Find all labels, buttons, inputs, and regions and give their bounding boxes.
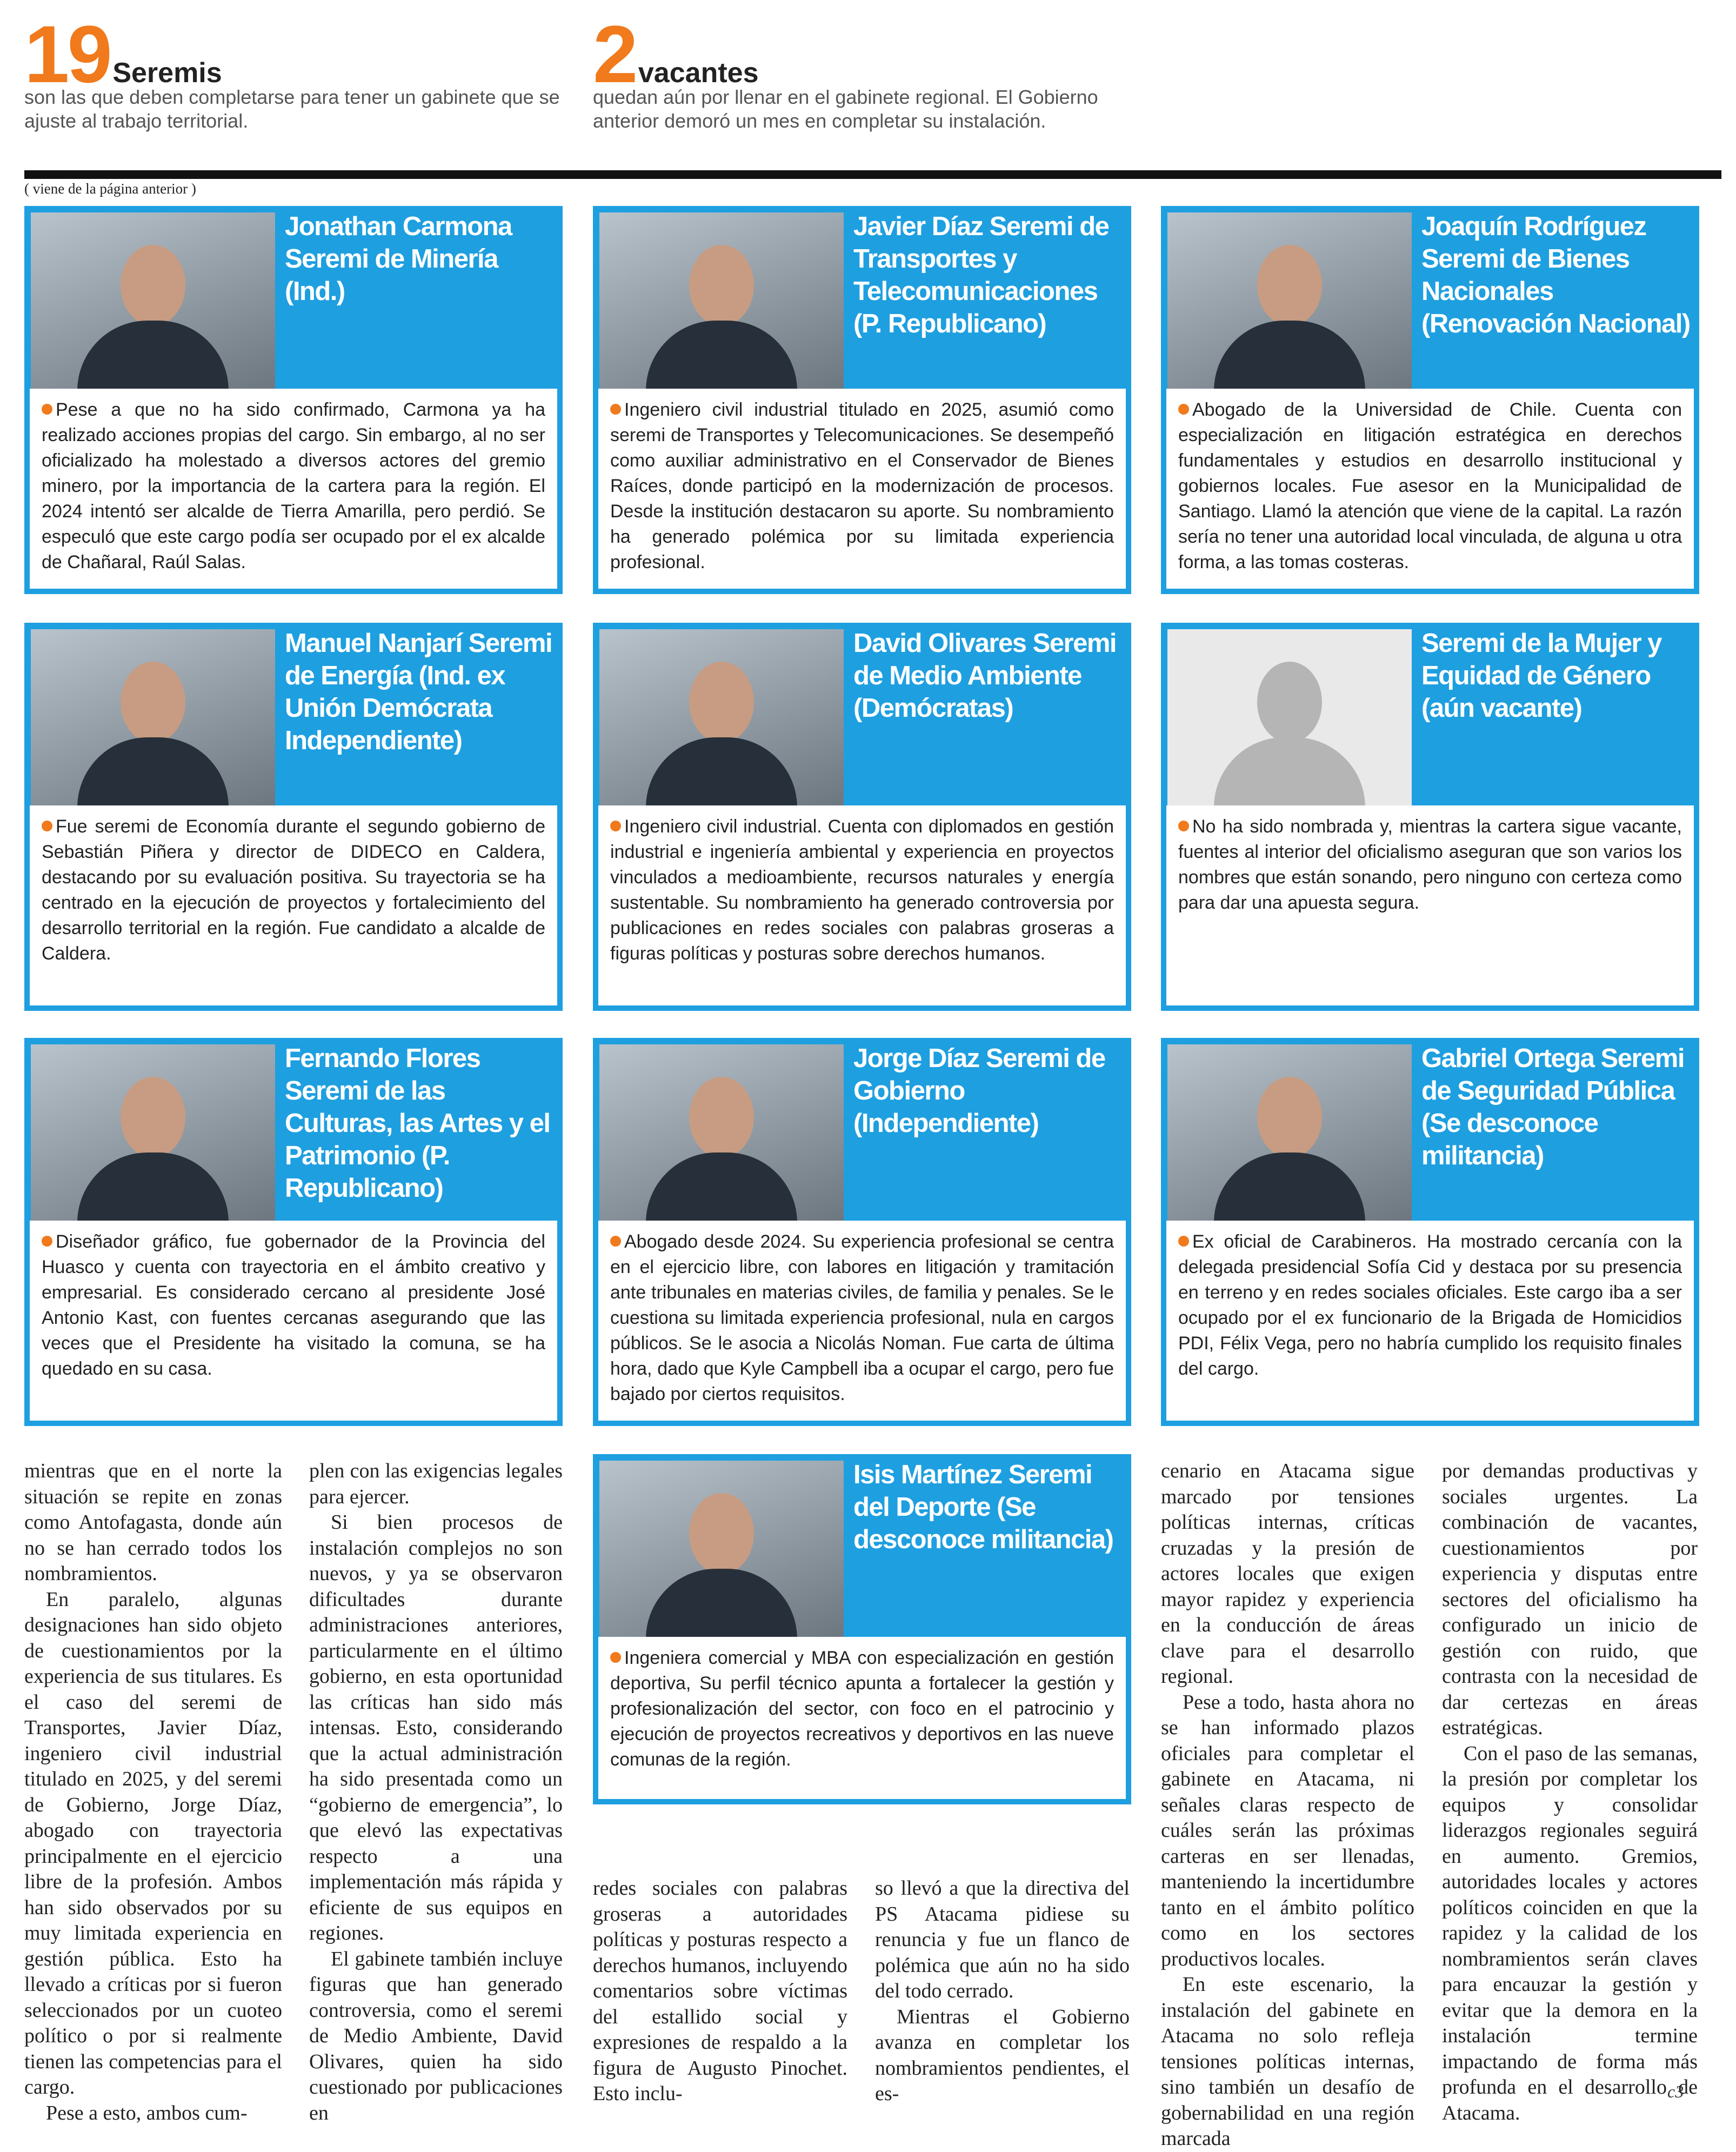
paragraph: En este escenario, la instalación del ga… xyxy=(1161,1973,1414,2150)
card-text: Diseñador gráfico, fue gobernador de la … xyxy=(30,1221,557,1421)
card-text: Abogado desde 2024. Su experiencia profe… xyxy=(598,1221,1126,1421)
text-column: redes sociales con palabras groseras a a… xyxy=(593,1876,847,2107)
text-column: plen con las exigencias legales para eje… xyxy=(309,1458,563,2126)
paragraph: Mientras el Gobierno avanza en completar… xyxy=(875,2005,1130,2106)
stat-number: 19 xyxy=(24,9,112,99)
card-text: Ingeniero civil industrial. Cuenta con d… xyxy=(598,805,1126,1005)
photo-head xyxy=(121,1077,185,1158)
profile-card: Manuel Nanjarí Seremi de Energía (Ind. e… xyxy=(24,623,563,1011)
stat-label: vacantes xyxy=(638,57,759,89)
text-column: por demandas productivas y sociales urge… xyxy=(1442,1458,1698,2126)
paragraph: Con el paso de las semanas, la presión p… xyxy=(1442,1742,1698,2124)
paragraph: El gabinete también incluye figuras que … xyxy=(309,1947,563,2124)
profile-card: Joaquín Rodríguez Seremi de Bienes Nacio… xyxy=(1161,206,1699,594)
profile-card: Jonathan Carmona Seremi de Minería (Ind.… xyxy=(24,206,563,594)
card-title: Jonathan Carmona Seremi de Minería (Ind.… xyxy=(285,212,512,306)
card-title: Javier Díaz Seremi de Transportes y Tele… xyxy=(853,212,1110,338)
card-title: Isis Martínez Seremi del Deporte (Se des… xyxy=(853,1460,1114,1554)
photo-head xyxy=(689,662,754,743)
continued-note: ( viene de la página anterior ) xyxy=(24,181,196,197)
stat-text: son las que deben completarse para tener… xyxy=(24,86,560,132)
photo xyxy=(599,212,844,389)
photo-head xyxy=(689,245,754,326)
photo xyxy=(1167,1044,1412,1221)
photo-body xyxy=(77,321,229,389)
text-column: cenario en Atacama sigue marcado por ten… xyxy=(1161,1458,1414,2152)
card-text: Ex oficial de Carabineros. Ha mostrado c… xyxy=(1166,1221,1694,1421)
photo xyxy=(31,1044,275,1221)
photo xyxy=(31,629,275,805)
card-title: Jorge Díaz Seremi de Gobierno (Independi… xyxy=(853,1044,1106,1138)
stat-text: quedan aún por llenar en el gabinete reg… xyxy=(593,86,1098,132)
photo xyxy=(1167,629,1412,805)
photo-body xyxy=(1214,321,1365,389)
profile-card: Seremi de la Mujer y Equidad de Género (… xyxy=(1161,623,1699,1011)
stat-number: 2 xyxy=(593,9,638,99)
card-text: Abogado de la Universidad de Chile. Cuen… xyxy=(1166,389,1694,589)
stat-2: 2 vacantes xyxy=(593,14,759,95)
photo-head xyxy=(1257,1077,1322,1158)
paragraph: cenario en Atacama sigue marcado por ten… xyxy=(1161,1460,1414,1688)
photo-head xyxy=(121,245,185,326)
card-text: Pese a que no ha sido confirmado, Carmon… xyxy=(30,389,557,589)
card-title: Manuel Nanjarí Seremi de Energía (Ind. e… xyxy=(285,629,553,755)
paragraph: Pese a todo, hasta ahora no se han infor… xyxy=(1161,1690,1414,1970)
photo xyxy=(599,629,844,805)
profile-card: Javier Díaz Seremi de Transportes y Tele… xyxy=(593,206,1131,594)
card-text: Fue seremi de Economía durante el segund… xyxy=(30,805,557,1005)
photo-body xyxy=(77,737,229,805)
photo-head xyxy=(1257,662,1322,743)
card-title: Gabriel Ortega Seremi de Seguridad Públi… xyxy=(1421,1044,1685,1170)
photo-body xyxy=(646,321,797,389)
card-text: Ingeniero civil industrial titulado en 2… xyxy=(598,389,1126,589)
stat-1: 19 Seremis xyxy=(24,14,222,95)
profile-card: Gabriel Ortega Seremi de Seguridad Públi… xyxy=(1161,1038,1699,1426)
rule xyxy=(24,170,1721,179)
photo xyxy=(1167,212,1412,389)
paragraph: so llevó a que la directiva del PS Ataca… xyxy=(875,1877,1130,2002)
profile-card: Fernando Flores Seremi de las Culturas, … xyxy=(24,1038,563,1426)
profile-card: Isis Martínez Seremi del Deporte (Se des… xyxy=(593,1454,1131,1804)
photo-body xyxy=(646,737,797,805)
profile-card: David Olivares Seremi de Medio Ambiente … xyxy=(593,623,1131,1011)
photo xyxy=(31,212,275,389)
card-title: Seremi de la Mujer y Equidad de Género (… xyxy=(1421,629,1662,723)
photo-body xyxy=(77,1152,229,1221)
photo-body xyxy=(1214,737,1365,805)
photo-head xyxy=(689,1493,754,1574)
photo-head xyxy=(1257,245,1322,326)
text-column: mientras que en el norte la situación se… xyxy=(24,1458,282,2126)
card-text: Ingeniera comercial y MBA con especializ… xyxy=(598,1637,1126,1799)
stat-label: Seremis xyxy=(112,57,222,89)
card-title: Joaquín Rodríguez Seremi de Bienes Nacio… xyxy=(1421,212,1691,338)
card-text: No ha sido nombrada y, mientras la carte… xyxy=(1166,805,1694,1005)
text-column: so llevó a que la directiva del PS Ataca… xyxy=(875,1876,1130,2107)
svg-text:c3: c3 xyxy=(1667,2082,1684,2101)
photo xyxy=(599,1044,844,1221)
paragraph: por demandas productivas y sociales urge… xyxy=(1442,1460,1698,1739)
photo-head xyxy=(689,1077,754,1158)
paragraph: redes sociales con palabras groseras a a… xyxy=(593,1877,847,2105)
paragraph: En paralelo, algunas designaciones han s… xyxy=(24,1588,282,2099)
paragraph: Si bien procesos de instalación complejo… xyxy=(309,1511,563,1944)
photo-body xyxy=(646,1569,797,1637)
profile-card: Jorge Díaz Seremi de Gobierno (Independi… xyxy=(593,1038,1131,1426)
paragraph: mientras que en el norte la situación se… xyxy=(24,1460,282,1585)
paragraph: plen con las exigencias legales para eje… xyxy=(309,1460,563,1508)
card-title: Fernando Flores Seremi de las Culturas, … xyxy=(285,1044,551,1203)
paragraph: Pese a esto, ambos cum- xyxy=(46,2101,248,2124)
photo xyxy=(599,1461,844,1637)
end-mark: c3 xyxy=(1667,2082,1684,2101)
photo-body xyxy=(646,1152,797,1221)
photo-head xyxy=(121,662,185,743)
card-title: David Olivares Seremi de Medio Ambiente … xyxy=(853,629,1117,723)
photo-body xyxy=(1214,1152,1365,1221)
